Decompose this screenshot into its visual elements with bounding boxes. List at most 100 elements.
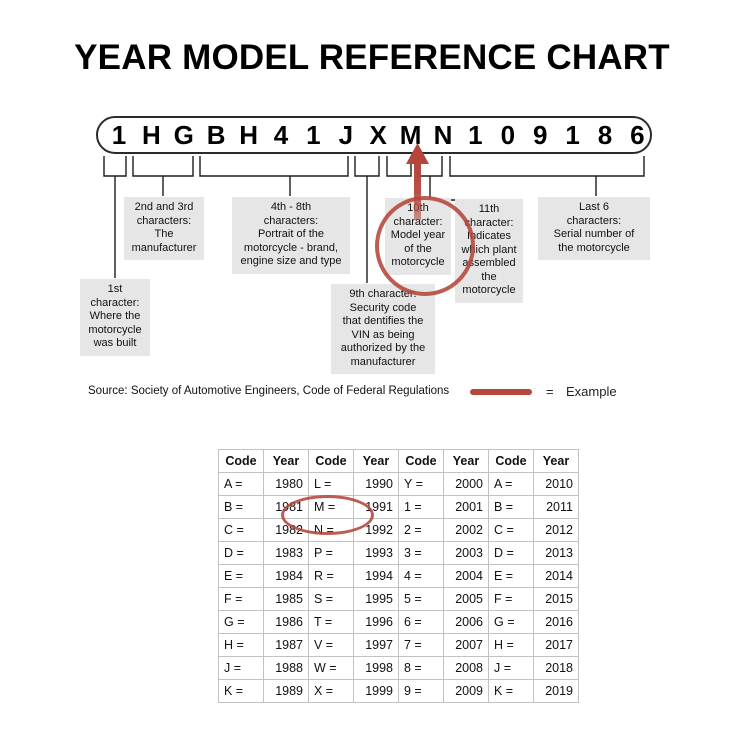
table-row: E = 1984 R = 1994 4 = 2004 E = 2014 <box>218 564 579 588</box>
code-cell: G = <box>488 610 534 634</box>
code-cell: D = <box>488 541 534 565</box>
code-cell: L = <box>308 472 354 496</box>
year-cell: 2003 <box>443 541 489 565</box>
code-cell: A = <box>488 472 534 496</box>
callout-line: Last 6 <box>579 201 609 213</box>
code-cell: X = <box>308 679 354 703</box>
callout-tenth-character: 10th character: Model year of the motorcycle <box>385 198 451 275</box>
table-row: H = 1987 V = 1997 7 = 2007 H = 2017 <box>218 633 579 657</box>
year-cell: 2008 <box>443 656 489 680</box>
year-cell: 1984 <box>263 564 309 588</box>
vin-char-17: 6 <box>630 120 645 150</box>
callout-line: motorcycle - brand, <box>243 241 339 254</box>
vin-char-12: 1 <box>468 120 483 150</box>
code-cell: C = <box>488 518 534 542</box>
code-cell: 7 = <box>398 633 444 657</box>
legend-equals-sign: = <box>546 384 554 399</box>
vin-char-6: 4 <box>273 120 289 150</box>
code-cell: E = <box>218 564 264 588</box>
code-cell: M = <box>308 495 354 519</box>
vin-char-15: 1 <box>565 120 580 150</box>
code-cell: 1 = <box>398 495 444 519</box>
year-cell: 1997 <box>353 633 399 657</box>
callout-line: The <box>154 228 174 240</box>
year-cell: 2019 <box>533 679 579 703</box>
table-row: K = 1989 X = 1999 9 = 2009 K = 2019 <box>218 679 579 703</box>
callout-ninth-character: 9th character: Security code that dentifie… <box>331 284 435 374</box>
code-cell: A = <box>218 472 264 496</box>
year-code-table: Code Year Code Year Code Year Code Year A = 1980… <box>218 449 579 703</box>
table-row: J = 1988 W = 1998 8 = 2008 J = 2018 <box>218 656 579 680</box>
year-cell: 1998 <box>353 656 399 680</box>
code-cell: 4 = <box>398 564 444 588</box>
code-cell: 3 = <box>398 541 444 565</box>
table-header-row: Code Year Code Year Code Year Code Year <box>218 449 579 473</box>
callout-line: Security code <box>349 301 417 314</box>
callout-line: was built <box>93 337 137 349</box>
code-cell: 9 = <box>398 679 444 703</box>
table-row: D = 1983 P = 1993 3 = 2003 D = 2013 <box>218 541 579 565</box>
year-cell: 1985 <box>263 587 309 611</box>
callout-line: 2nd and 3rd <box>134 201 194 213</box>
table-col-header: Year <box>443 449 489 473</box>
year-cell: 1991 <box>353 495 399 519</box>
callout-line: character: <box>464 216 514 229</box>
table-row: G = 1986 T = 1996 6 = 2006 G = 2016 <box>218 610 579 634</box>
callout-line: motorcycle <box>391 256 445 268</box>
year-cell: 1994 <box>353 564 399 588</box>
code-cell: 8 = <box>398 656 444 680</box>
callout-line: motorcycle <box>88 323 142 336</box>
callout-line: characters: <box>566 214 622 227</box>
code-cell: 6 = <box>398 610 444 634</box>
callout-line: that dentifies the <box>342 315 424 327</box>
year-cell: 2013 <box>533 541 579 565</box>
vin-char-14: 9 <box>532 120 548 150</box>
code-cell: F = <box>488 587 534 611</box>
vin-char-11: N <box>433 120 453 150</box>
year-cell: 1990 <box>353 472 399 496</box>
year-cell: 2006 <box>443 610 489 634</box>
code-cell: W = <box>308 656 354 680</box>
callout-line: assembled <box>462 257 516 269</box>
callout-line: 11th <box>478 203 500 215</box>
vin-char-5: H <box>239 120 258 150</box>
callout-line: Serial number of <box>553 228 635 240</box>
code-cell: V = <box>308 633 354 657</box>
table-col-header: Code <box>218 449 264 473</box>
year-cell: 2007 <box>443 633 489 657</box>
vin-char-8: J <box>338 120 354 150</box>
year-cell: 1993 <box>353 541 399 565</box>
vin-char-9: X <box>369 120 387 150</box>
code-cell: N = <box>308 518 354 542</box>
code-cell: Y = <box>398 472 444 496</box>
code-cell: S = <box>308 587 354 611</box>
year-cell: 2010 <box>533 472 579 496</box>
year-cell: 1989 <box>263 679 309 703</box>
code-cell: K = <box>488 679 534 703</box>
code-cell: F = <box>218 587 264 611</box>
table-col-header: Year <box>533 449 579 473</box>
vin-char-1: 1 <box>111 120 127 150</box>
year-cell: 1982 <box>263 518 309 542</box>
code-cell: R = <box>308 564 354 588</box>
year-cell: 1992 <box>353 518 399 542</box>
year-cell: 1986 <box>263 610 309 634</box>
code-cell: H = <box>488 633 534 657</box>
callout-line: Model year <box>390 229 446 241</box>
code-cell: E = <box>488 564 534 588</box>
legend-example-line <box>470 389 532 395</box>
year-cell: 2015 <box>533 587 579 611</box>
year-cell: 2000 <box>443 472 489 496</box>
callout-line: of the <box>404 242 432 255</box>
code-cell: T = <box>308 610 354 634</box>
year-cell: 1980 <box>263 472 309 496</box>
callout-line: Portrait of the <box>257 228 325 240</box>
callout-line: authorized by the <box>340 342 426 354</box>
table-col-header: Year <box>353 449 399 473</box>
year-cell: 2017 <box>533 633 579 657</box>
year-cell: 2001 <box>443 495 489 519</box>
callout-line: character: <box>393 215 443 228</box>
vin-char-3: G <box>173 120 194 150</box>
callout-second-third-characters: 2nd and 3rd characters: The manufacturer <box>124 197 204 260</box>
